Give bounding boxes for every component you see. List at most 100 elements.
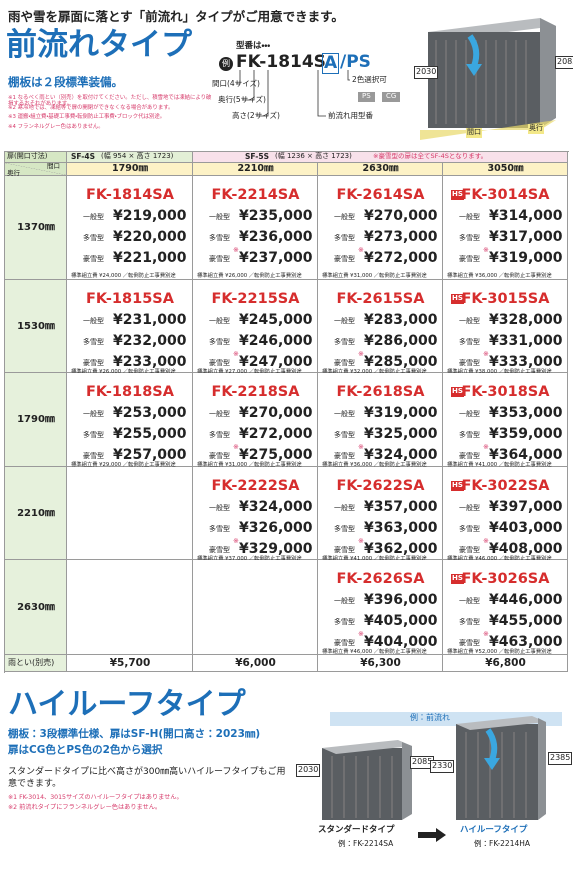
depth-value: 1530㎜ — [17, 320, 55, 332]
grade-label: 豪雪型 — [209, 359, 230, 367]
price: ¥273,000 — [364, 229, 438, 245]
door-5s: SF-5S — [245, 152, 270, 161]
code-example: 例 — [219, 57, 233, 71]
note: ※2 寒冷地では、凍結等で扉の開閉ができなくなる場合があります。 — [8, 104, 174, 111]
model-name: FK-2222SA — [211, 478, 300, 494]
price-cell — [318, 373, 443, 467]
depth-header — [5, 560, 67, 655]
price: ¥232,000 — [113, 333, 187, 349]
price: ¥233,000 — [113, 354, 187, 370]
assembly: 標準組立費 ¥31,000 ／転倒防止工事費別途 — [322, 273, 427, 279]
grade-label: 豪雪型 — [83, 359, 104, 367]
standard-name: スタンダードタイプ — [318, 825, 395, 835]
price-cell — [67, 176, 193, 280]
title: 前流れタイプ — [6, 27, 192, 63]
dimension: 奥行 — [528, 124, 544, 134]
code-label: 間口(4サイズ) — [212, 79, 260, 88]
high-example: 例：FK-2214HA — [474, 839, 531, 848]
high-desc: スタンダードタイプに比べ高さが300㎜高いハイルーフタイプもご用意できます。 — [8, 767, 286, 789]
price: ¥314,000 — [489, 208, 563, 224]
price: ¥237,000 — [239, 250, 313, 266]
hs-badge: HS — [451, 294, 464, 304]
price: ¥329,000 — [239, 541, 313, 557]
price: ¥319,000 — [489, 250, 563, 266]
grade-label: 一般型 — [209, 504, 230, 512]
depth-header — [5, 373, 67, 467]
code-intro: 型番は・・・ — [236, 41, 271, 51]
grade-label: 一般型 — [83, 317, 104, 325]
gutter-price: ¥6,300 — [360, 657, 401, 669]
table-frame — [4, 151, 569, 673]
assembly: 標準組立費 ¥31,000 ／転倒防止工事費別途 — [197, 462, 302, 468]
code-label: 奥行(5サイズ) — [218, 95, 266, 104]
width-label: 間口 — [47, 162, 60, 170]
high-spec: 扉はCG色とPS色の2色から選択 — [8, 744, 163, 756]
price-cell — [67, 467, 193, 560]
gutter-price: ¥5,700 — [109, 657, 151, 669]
width-header — [443, 163, 568, 176]
note: ※1 なるべく雨とい（別売）を取付けてください。ただし、積雪地では凍結により破損… — [8, 95, 212, 107]
grade-label: 多雪型 — [209, 431, 230, 439]
depth-value: 2630㎜ — [17, 601, 55, 613]
depth-header — [5, 467, 67, 560]
price: ¥286,000 — [364, 333, 438, 349]
grade-label: 多雪型 — [209, 338, 230, 346]
price-cell — [318, 560, 443, 655]
gutter-cell — [318, 655, 443, 672]
grade-label: 一般型 — [209, 317, 230, 325]
code-leaders — [236, 70, 350, 117]
grade-label: 多雪型 — [459, 618, 480, 626]
grade-label: 多雪型 — [334, 234, 355, 242]
model-name: FK-3026SA — [461, 571, 550, 587]
price-cell — [67, 280, 193, 373]
note-mark: ※ — [358, 537, 364, 545]
grade-label: 豪雪型 — [459, 359, 480, 367]
note-mark: ※ — [358, 350, 364, 358]
width-value: 2630㎜ — [362, 163, 399, 174]
price: ¥317,000 — [489, 229, 563, 245]
price: ¥221,000 — [113, 250, 187, 266]
door-size: (幅 954 × 高さ 1723) — [101, 152, 174, 160]
price: ¥247,000 — [239, 354, 313, 370]
price-cell — [193, 176, 318, 280]
grade-label: 豪雪型 — [209, 255, 230, 263]
assembly: 標準組立費 ¥27,000 ／転倒防止工事費別途 — [197, 369, 302, 375]
grade-label: 一般型 — [83, 410, 104, 418]
width-value: 1790㎜ — [112, 163, 148, 174]
code-label: 前流れ用型番 — [328, 111, 373, 120]
note-mark: ※ — [483, 246, 489, 254]
assembly: 標準組立費 ¥41,000 ／転倒防止工事費別途 — [447, 462, 552, 468]
gutter-cell — [67, 655, 193, 672]
grade-label: 一般型 — [459, 213, 480, 221]
hs-badge: HS — [451, 481, 464, 491]
assembly: 標準組立費 ¥46,000 ／転倒防止工事費別途 — [322, 649, 427, 655]
price-cell — [193, 373, 318, 467]
price-cell — [318, 176, 443, 280]
assembly: 標準組立費 ¥37,000 ／転倒防止工事費別途 — [197, 556, 302, 562]
price: ¥246,000 — [239, 333, 313, 349]
price-cell — [193, 280, 318, 373]
door-4s: SF-4S — [71, 152, 96, 161]
grade-label: 豪雪型 — [334, 452, 355, 460]
price: ¥404,000 — [364, 634, 438, 650]
grade-label: 豪雪型 — [209, 546, 230, 554]
example-label: 例：前流れ — [410, 713, 450, 722]
gutter-label: 雨とい(別売) — [8, 658, 55, 667]
note-mark: ※ — [483, 443, 489, 451]
door-header — [5, 152, 67, 163]
high-note: ※2 前流れタイプにフランネルグレー色はありません。 — [8, 804, 162, 811]
dimension: 間口 — [466, 128, 482, 138]
grade-label: 多雪型 — [459, 525, 480, 533]
price: ¥455,000 — [489, 613, 563, 629]
depth-value: 2210㎜ — [17, 507, 55, 519]
model-name: FK-2618SA — [336, 384, 425, 400]
model-name: FK-2215SA — [211, 291, 300, 307]
grade-label: 多雪型 — [459, 338, 480, 346]
price: ¥397,000 — [489, 499, 563, 515]
price-cell — [67, 373, 193, 467]
dimension: 2030 — [296, 764, 321, 777]
price-cell — [318, 280, 443, 373]
price: ¥257,000 — [113, 447, 187, 463]
